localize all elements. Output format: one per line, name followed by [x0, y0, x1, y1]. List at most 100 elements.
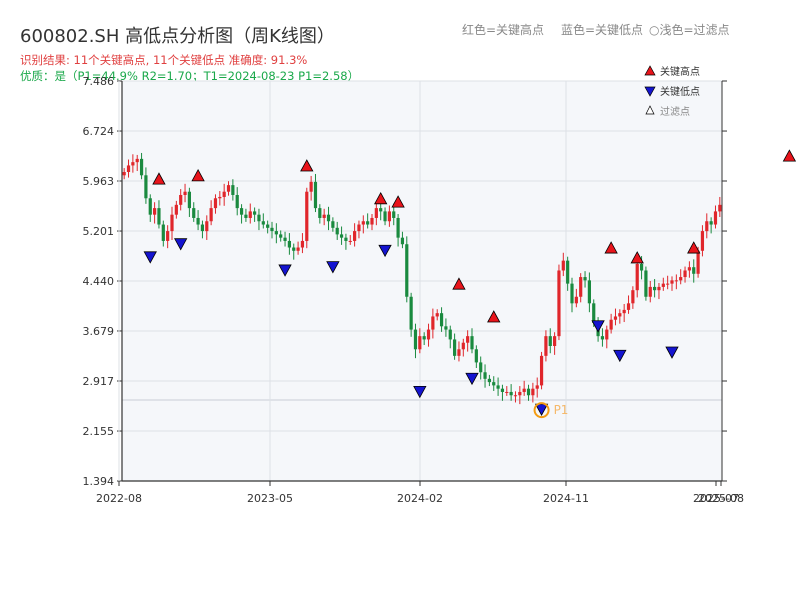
candle-body	[253, 211, 257, 215]
candle-body	[687, 267, 691, 271]
candle-body	[413, 329, 418, 350]
key-low-marker	[278, 264, 292, 277]
candle-body	[244, 214, 248, 218]
key-high-marker	[152, 172, 166, 185]
candle-body	[461, 342, 465, 350]
x-tick-label: 2024-11	[543, 492, 589, 505]
candle-body	[670, 280, 674, 284]
candle-body	[557, 270, 561, 337]
p1-label: P1	[554, 403, 569, 417]
candle-body	[622, 309, 626, 314]
candle-body	[322, 214, 326, 218]
candle-body	[387, 211, 391, 222]
candle-body	[344, 237, 348, 241]
candle-body	[226, 185, 231, 192]
candle-body	[548, 336, 552, 347]
candle-body	[357, 224, 361, 232]
candle-body	[592, 303, 596, 324]
key-low-marker	[413, 385, 427, 399]
candle-body	[409, 296, 413, 330]
key-high-marker	[487, 310, 501, 323]
candle-body	[457, 349, 461, 356]
key-high-marker	[604, 241, 618, 254]
candle-body	[213, 198, 218, 209]
candle-body	[239, 208, 244, 215]
candle-body	[505, 391, 509, 393]
candle-body	[135, 158, 139, 163]
candle-body	[631, 290, 635, 304]
candle-body	[235, 194, 239, 209]
candle-body	[444, 326, 448, 330]
candle-body	[183, 191, 187, 195]
key-high-marker	[300, 159, 314, 172]
candle-body	[361, 221, 365, 225]
candle-body	[435, 313, 439, 317]
candle-body	[422, 336, 426, 340]
x-tick-label: 2023-05	[247, 492, 293, 505]
y-tick-label: 2.917	[83, 375, 115, 388]
candle-body	[496, 385, 500, 389]
candle-body	[613, 316, 618, 320]
candle-body	[383, 211, 387, 222]
legend-hollow-note: ○浅色=过滤点	[649, 23, 730, 37]
candle-body	[370, 217, 374, 225]
candle-body	[192, 208, 196, 218]
y-tick-label: 4.440	[83, 275, 115, 288]
candle-body	[170, 214, 174, 232]
y-tick-label: 5.963	[83, 175, 115, 188]
candle-body	[639, 263, 644, 271]
y-tick-label: 1.394	[83, 475, 115, 488]
candle-body	[635, 263, 639, 291]
candle-body	[131, 162, 135, 166]
candle-body	[692, 267, 696, 274]
legend-red-note: 红色=关键高点	[462, 23, 545, 37]
candle-body	[400, 237, 405, 245]
candle-body	[544, 336, 548, 356]
candle-body	[679, 277, 683, 281]
key-high-marker	[191, 169, 205, 182]
candle-body	[305, 191, 309, 241]
legend-low-label: 关键低点	[660, 85, 700, 98]
key-high-marker	[374, 191, 388, 205]
candle-body	[439, 313, 444, 327]
y-tick-label: 3.679	[83, 325, 115, 338]
quality-summary: 优质：是（P1=44.9% R2=1.70；T1=2024-08-23 P1=2…	[20, 69, 360, 83]
candle-body	[335, 227, 339, 235]
candle-body	[500, 388, 505, 392]
candle-body	[309, 181, 313, 192]
candle-body	[279, 234, 283, 238]
legend-filtered-icon	[645, 105, 655, 115]
candle-body	[231, 185, 235, 195]
key-high-marker	[782, 149, 797, 162]
x-tick-label: 2022-08	[96, 492, 142, 505]
candle-body	[405, 244, 409, 297]
candle-body	[296, 247, 300, 251]
key-low-marker	[665, 346, 679, 359]
legend-blue-note: 蓝色=关键低点	[561, 23, 644, 37]
candle-body	[696, 250, 700, 274]
legend-high-icon	[644, 65, 656, 76]
legend-high-label: 关键高点	[660, 65, 700, 78]
candle-body	[561, 260, 565, 271]
candle-body	[366, 221, 370, 225]
candle-body	[274, 231, 278, 235]
key-high-marker	[452, 277, 466, 290]
candle-body	[396, 217, 400, 238]
candle-body	[509, 391, 513, 396]
p1-circle	[533, 402, 550, 419]
candle-body	[518, 391, 522, 396]
candle-body	[426, 329, 431, 340]
candle-body	[479, 362, 483, 373]
candle-body	[261, 221, 265, 225]
candle-body	[487, 378, 491, 383]
candle-body	[161, 224, 165, 241]
candle-body	[470, 336, 474, 350]
candle-body	[392, 211, 396, 218]
candle-body	[618, 313, 622, 317]
candle-body	[626, 303, 631, 310]
candle-body	[713, 211, 718, 225]
y-tick-label: 5.201	[83, 225, 115, 238]
candle-body	[705, 221, 709, 232]
candle-body	[531, 388, 535, 396]
